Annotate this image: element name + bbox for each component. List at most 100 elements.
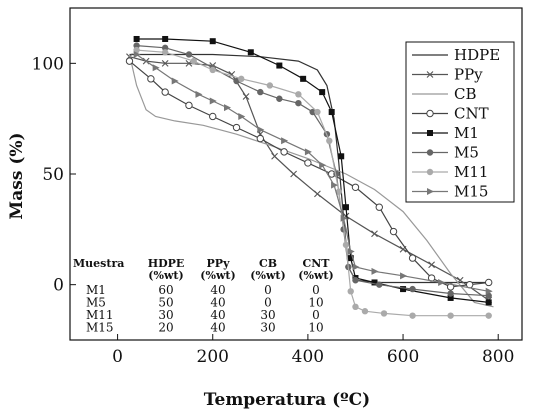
legend-label: M1: [454, 124, 479, 142]
data-point-m1: [209, 38, 216, 45]
table-header-unit: (%wt): [298, 269, 333, 282]
legend-label: CNT: [454, 105, 489, 123]
legend-marker: [426, 71, 434, 78]
table-header-unit: (%wt): [200, 269, 235, 282]
table-header-unit: (%wt): [250, 269, 285, 282]
data-point-cnt: [484, 278, 493, 287]
data-point-m5: [485, 292, 492, 299]
data-point-ppy: [428, 261, 435, 269]
series-line-cb: [128, 54, 494, 308]
legend-label: M15: [454, 183, 488, 201]
x-tick-label: 400: [292, 347, 324, 367]
table-header: CB: [259, 257, 277, 270]
x-tick-label: 800: [482, 347, 514, 367]
data-point-ppy: [271, 152, 278, 160]
table-cell: 30: [260, 321, 275, 335]
data-point-m1: [300, 75, 307, 82]
data-point-m5: [295, 99, 302, 107]
table-cell: 10: [308, 296, 323, 310]
table-cell: 40: [210, 321, 225, 335]
data-point-cnt: [147, 75, 155, 83]
table-cell: 0: [312, 283, 320, 297]
data-point-ppy: [242, 93, 250, 100]
table-header: HDPE: [148, 257, 185, 270]
legend-label: M5: [454, 144, 479, 162]
data-point-m1: [485, 299, 492, 306]
data-point-m15: [209, 97, 217, 105]
data-point-m5: [233, 77, 240, 85]
data-point-m5: [409, 285, 416, 293]
x-axis-title: Temperatura (ºC): [204, 390, 370, 410]
data-point-m11: [361, 308, 369, 315]
data-point-m15: [171, 77, 179, 85]
legend-label: M11: [454, 163, 488, 181]
data-point-m5: [352, 277, 359, 284]
y-axis-title: Mass (%): [7, 132, 27, 219]
data-point-m11: [314, 108, 321, 116]
data-point-cnt: [256, 134, 265, 143]
data-point-m5: [447, 290, 454, 297]
table-cell: 10: [308, 321, 323, 335]
data-point-m5: [257, 88, 264, 96]
data-point-m11: [409, 312, 416, 319]
data-point-cnt: [125, 57, 134, 65]
data-point-m15: [400, 272, 408, 280]
data-point-m15: [281, 137, 289, 145]
y-tick-label: 50: [42, 165, 64, 185]
data-point-m5: [185, 51, 193, 58]
data-point-ppy: [371, 230, 378, 238]
table-cell: 40: [210, 308, 225, 322]
series-m15: [133, 50, 493, 295]
legend-box: [405, 41, 515, 203]
data-point-m15: [152, 64, 160, 72]
data-point-m11: [133, 46, 140, 54]
table-cell: 0: [264, 296, 272, 310]
legend-marker: [426, 168, 434, 176]
series-line-m11: [136, 49, 489, 317]
data-point-ppy: [161, 59, 169, 67]
x-tick-label: 600: [387, 347, 419, 367]
data-point-m1: [447, 294, 454, 301]
data-point-m11: [352, 303, 359, 310]
data-point-ppy: [290, 170, 298, 178]
data-point-m15: [257, 126, 265, 134]
data-point-m15: [133, 50, 141, 58]
legend-label: PPy: [454, 66, 483, 84]
data-point-m15: [238, 112, 246, 120]
series-layer: [125, 35, 494, 319]
data-point-m15: [340, 214, 348, 222]
table-cell: 30: [158, 308, 173, 322]
table-cell: 40: [210, 283, 225, 297]
table-header: PPy: [207, 257, 231, 270]
data-point-cnt: [304, 159, 312, 167]
data-point-m1: [247, 49, 254, 56]
data-point-m15: [304, 148, 312, 156]
data-point-m11: [342, 241, 350, 249]
data-point-m1: [276, 62, 283, 69]
table-cell: 60: [158, 283, 173, 297]
table-row-label: M5: [86, 296, 106, 310]
data-point-cnt: [351, 183, 360, 191]
series-cb: [128, 54, 494, 308]
data-point-m15: [371, 267, 379, 275]
table-cell: 0: [264, 283, 272, 297]
data-point-m11: [447, 312, 454, 319]
data-point-m11: [380, 310, 388, 317]
data-point-m1: [162, 35, 169, 42]
data-point-m11: [347, 288, 354, 295]
data-point-m15: [347, 247, 355, 255]
table-header-unit: (%wt): [148, 269, 183, 282]
data-point-m5: [161, 44, 169, 52]
table-header: Muestra: [73, 257, 124, 270]
data-point-m11: [266, 82, 274, 89]
data-point-m1: [347, 255, 354, 262]
data-point-m11: [295, 91, 302, 98]
data-point-m1: [319, 89, 326, 96]
data-point-cnt: [161, 88, 169, 96]
legend-marker: [427, 188, 434, 195]
data-point-m15: [319, 161, 327, 169]
data-point-cnt: [209, 112, 217, 121]
data-point-m15: [195, 90, 203, 98]
data-point-m11: [335, 188, 343, 195]
